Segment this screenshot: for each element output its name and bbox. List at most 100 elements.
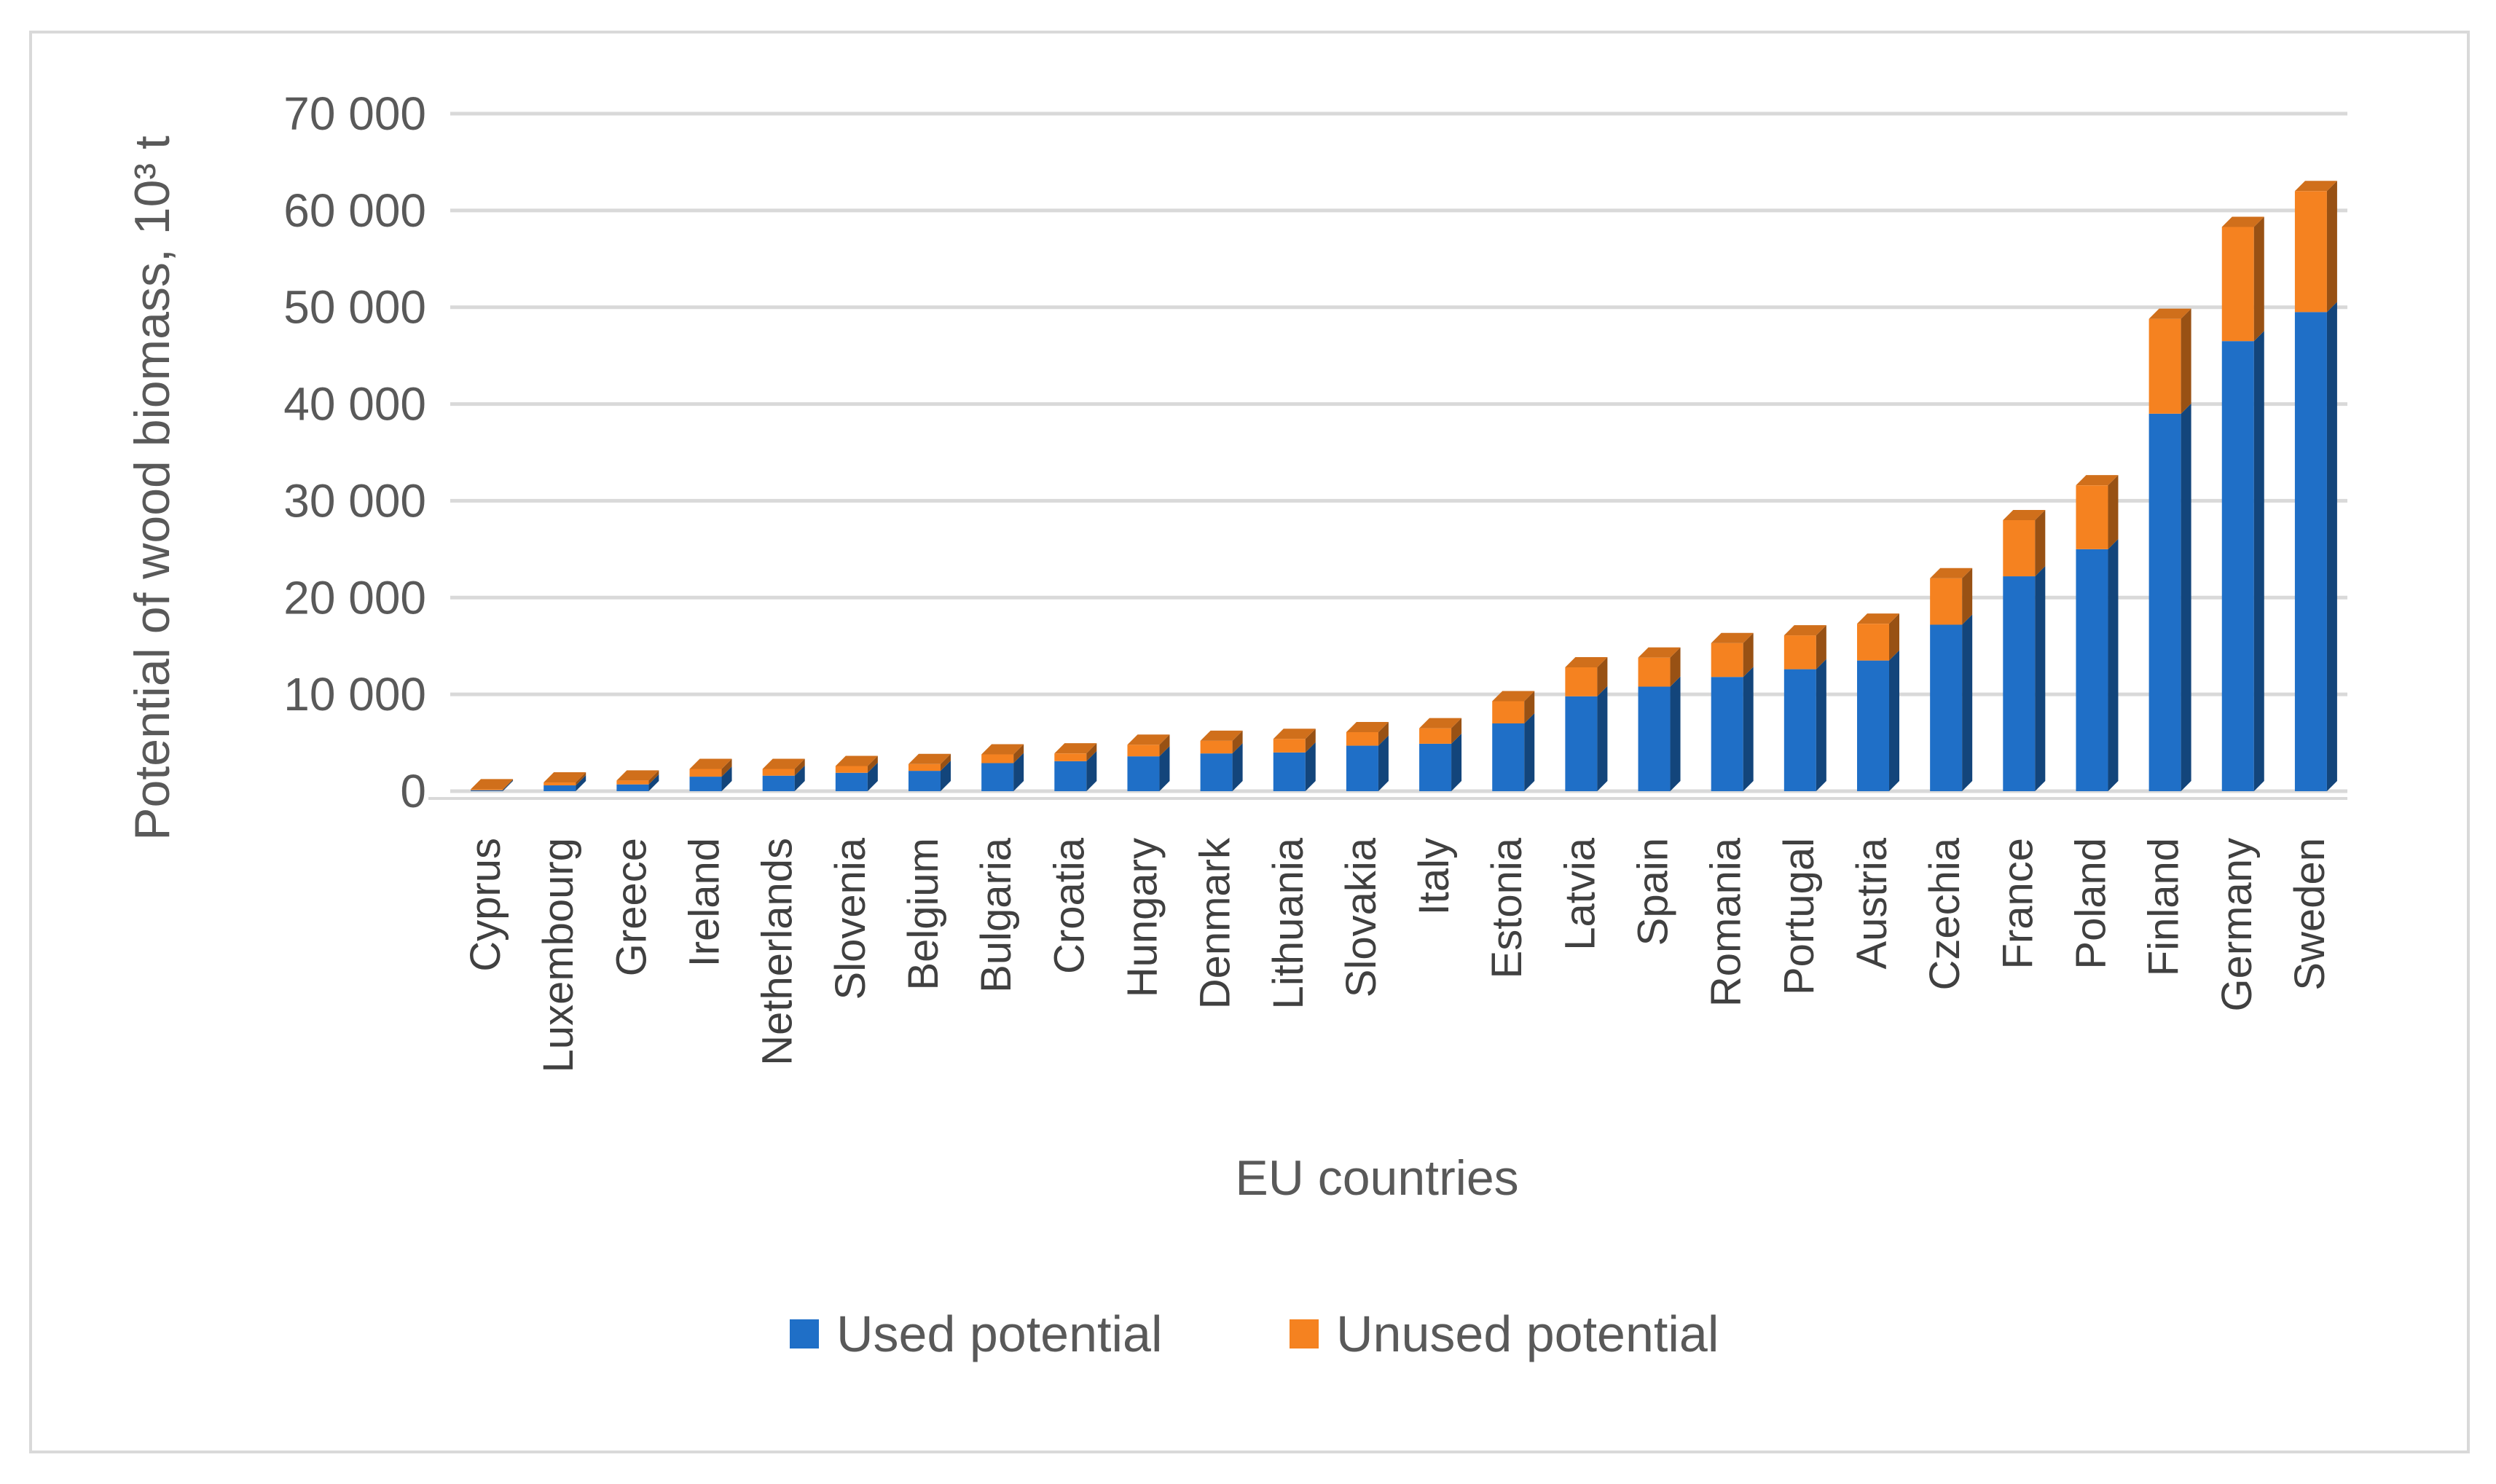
bar-greece-used — [616, 774, 659, 791]
bar-cyprus-used — [471, 780, 514, 791]
bar-luxembourg-used — [543, 775, 586, 791]
category-label: Croatia — [1045, 837, 1093, 974]
chart-frame — [29, 31, 2470, 1453]
legend-item-used: Used potential — [790, 1306, 1163, 1362]
bar-hungary-used — [1127, 746, 1170, 791]
category-labels: Cyprus Luxembourg Greece Ireland Netherlands… — [462, 837, 2334, 1072]
bar-sweden-unused — [2294, 181, 2337, 313]
y-tick-label: 50 000 — [283, 281, 426, 334]
bar-finland-unused — [2148, 308, 2191, 414]
bar-lithuania-used — [1273, 742, 1316, 791]
y-tick-label: 40 000 — [283, 378, 426, 431]
bar-latvia-unused — [1565, 656, 1608, 696]
y-tick-labels: 0 10 000 20 000 30 000 40 000 50 000 60 000 70 … — [283, 87, 426, 817]
legend-swatch — [790, 1319, 819, 1348]
bar-spain-unused — [1638, 647, 1681, 687]
category-label: Romania — [1703, 837, 1750, 1007]
bar-portugal-unused — [1783, 625, 1826, 670]
bar-czechia-unused — [1930, 568, 1973, 625]
bar-germany-used — [2221, 331, 2264, 791]
bar-germany-unused — [2221, 216, 2264, 342]
bar-croatia-unused — [1054, 743, 1097, 761]
legend: Used potential Unused potential — [790, 1306, 1719, 1362]
bar-ireland-unused — [689, 758, 732, 777]
category-label: Czechia — [1921, 837, 1969, 990]
category-label: Italy — [1410, 838, 1458, 915]
category-label: Austria — [1848, 837, 1896, 969]
bar-hungary-unused — [1127, 734, 1170, 757]
category-label: Luxembourg — [535, 838, 582, 1072]
bar-czechia-used — [1930, 614, 1973, 791]
category-label: Spain — [1630, 838, 1677, 946]
y-axis-title: Potential of wood biomass, 10³ t — [125, 136, 180, 841]
bar-poland-used — [2076, 538, 2119, 791]
bar-austria-used — [1857, 650, 1899, 791]
legend-label: Unused potential — [1336, 1306, 1719, 1362]
bar-slovenia-unused — [835, 755, 878, 773]
bar-denmark-unused — [1200, 730, 1243, 754]
category-label: Finland — [2140, 838, 2188, 976]
bar-estonia-unused — [1492, 691, 1535, 723]
bar-cyprus-unused — [471, 779, 514, 790]
bar-austria-unused — [1857, 613, 1899, 661]
category-label: Latvia — [1556, 837, 1604, 951]
category-label: Bulgaria — [973, 837, 1020, 993]
bar-poland-unused — [2076, 475, 2119, 549]
bar-slovenia-used — [835, 762, 878, 791]
category-label: Ireland — [681, 838, 729, 967]
bar-belgium-used — [908, 761, 951, 791]
bar-bulgaria-used — [981, 753, 1024, 791]
legend-item-unused: Unused potential — [1290, 1306, 1719, 1362]
y-tick-label: 0 — [400, 765, 426, 817]
bar-croatia-used — [1054, 750, 1097, 791]
bar-estonia-used — [1492, 713, 1535, 791]
bar-italy-used — [1419, 733, 1462, 791]
bar-slovakia-used — [1346, 735, 1389, 791]
bar-netherlands-used — [762, 765, 805, 791]
y-tick-label: 20 000 — [283, 571, 426, 624]
category-label: Portugal — [1775, 838, 1823, 995]
category-label: Netherlands — [754, 838, 801, 1066]
bar-sweden-used — [2294, 302, 2337, 791]
bar-romania-unused — [1711, 632, 1754, 678]
category-label: France — [1994, 838, 2041, 970]
bar-france-unused — [2003, 510, 2046, 577]
legend-label: Used potential — [836, 1306, 1163, 1362]
bar-romania-used — [1711, 667, 1754, 791]
category-label: Slovenia — [827, 837, 874, 1000]
category-label: Sweden — [2286, 838, 2334, 991]
bar-belgium-unused — [908, 753, 951, 772]
y-tick-label: 10 000 — [283, 668, 426, 721]
category-label: Greece — [608, 838, 655, 976]
bars — [471, 181, 2337, 791]
category-label: Denmark — [1192, 837, 1239, 1009]
gridlines — [428, 111, 2347, 800]
bar-italy-unused — [1419, 718, 1462, 744]
legend-swatch — [1290, 1319, 1319, 1348]
bar-greece-unused — [616, 770, 659, 785]
category-label: Poland — [2067, 838, 2114, 970]
bar-france-used — [2003, 566, 2046, 791]
category-label: Germany — [2213, 838, 2261, 1012]
bar-bulgaria-unused — [981, 744, 1024, 763]
bar-ireland-used — [689, 766, 732, 791]
bar-spain-used — [1638, 676, 1681, 791]
bar-denmark-used — [1200, 743, 1243, 791]
y-tick-label: 70 000 — [283, 87, 426, 140]
bar-portugal-used — [1783, 659, 1826, 791]
category-label: Belgium — [900, 838, 947, 991]
bar-netherlands-unused — [762, 758, 805, 776]
category-label: Cyprus — [462, 838, 509, 972]
y-tick-label: 30 000 — [283, 474, 426, 527]
y-tick-label: 60 000 — [283, 184, 426, 237]
bar-slovakia-unused — [1346, 721, 1389, 746]
category-label: Slovakia — [1338, 837, 1385, 997]
category-label: Estonia — [1483, 837, 1531, 978]
category-label: Hungary — [1118, 838, 1166, 997]
bar-finland-used — [2148, 403, 2191, 791]
x-axis-title: EU countries — [1235, 1150, 1518, 1206]
bar-latvia-used — [1565, 686, 1608, 791]
category-label: Lithuania — [1265, 837, 1312, 1009]
bar-luxembourg-unused — [543, 772, 586, 786]
